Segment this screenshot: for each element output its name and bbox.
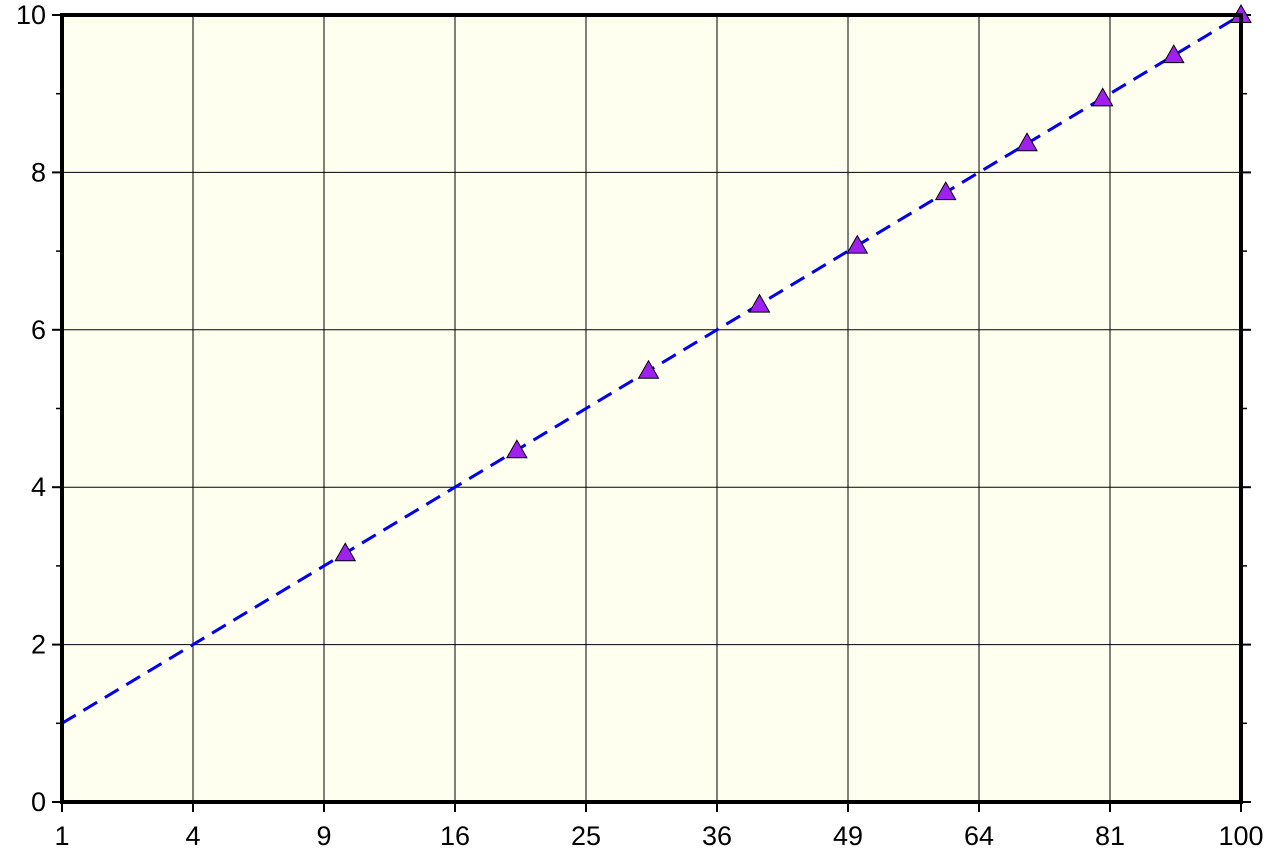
triangle-marker (334, 542, 357, 562)
triangle-marker (1016, 132, 1038, 152)
y-tick-label: 4 (31, 472, 46, 502)
x-tick-label: 25 (571, 821, 601, 851)
plot-area (62, 15, 1241, 802)
x-tick-label: 16 (440, 821, 470, 851)
triangle-marker (637, 359, 660, 379)
x-tick-label: 100 (1218, 821, 1263, 851)
y-tick-label: 2 (31, 630, 46, 660)
y-tick-label: 8 (31, 157, 46, 187)
triangle-marker (505, 439, 528, 459)
x-tick-label: 49 (833, 821, 863, 851)
triangle-marker (846, 234, 869, 254)
y-tick-label: 10 (16, 0, 46, 30)
x-tick-label: 64 (964, 821, 994, 851)
x-tick-label: 9 (316, 821, 331, 851)
triangle-marker (1162, 44, 1185, 64)
y-tick-label: 6 (31, 315, 46, 345)
plot-frame (60, 13, 1243, 804)
triangle-marker (1091, 87, 1114, 107)
x-tick-label: 36 (702, 821, 732, 851)
triangle-marker (934, 181, 957, 201)
grid-lines (62, 15, 1241, 802)
x-tick-label: 4 (185, 821, 200, 851)
x-tick-label: 81 (1095, 821, 1125, 851)
x-tick-label: 1 (54, 821, 69, 851)
y-tick-label: 0 (31, 787, 46, 817)
series-layer (61, 3, 1252, 725)
triangle-marker (748, 293, 771, 313)
